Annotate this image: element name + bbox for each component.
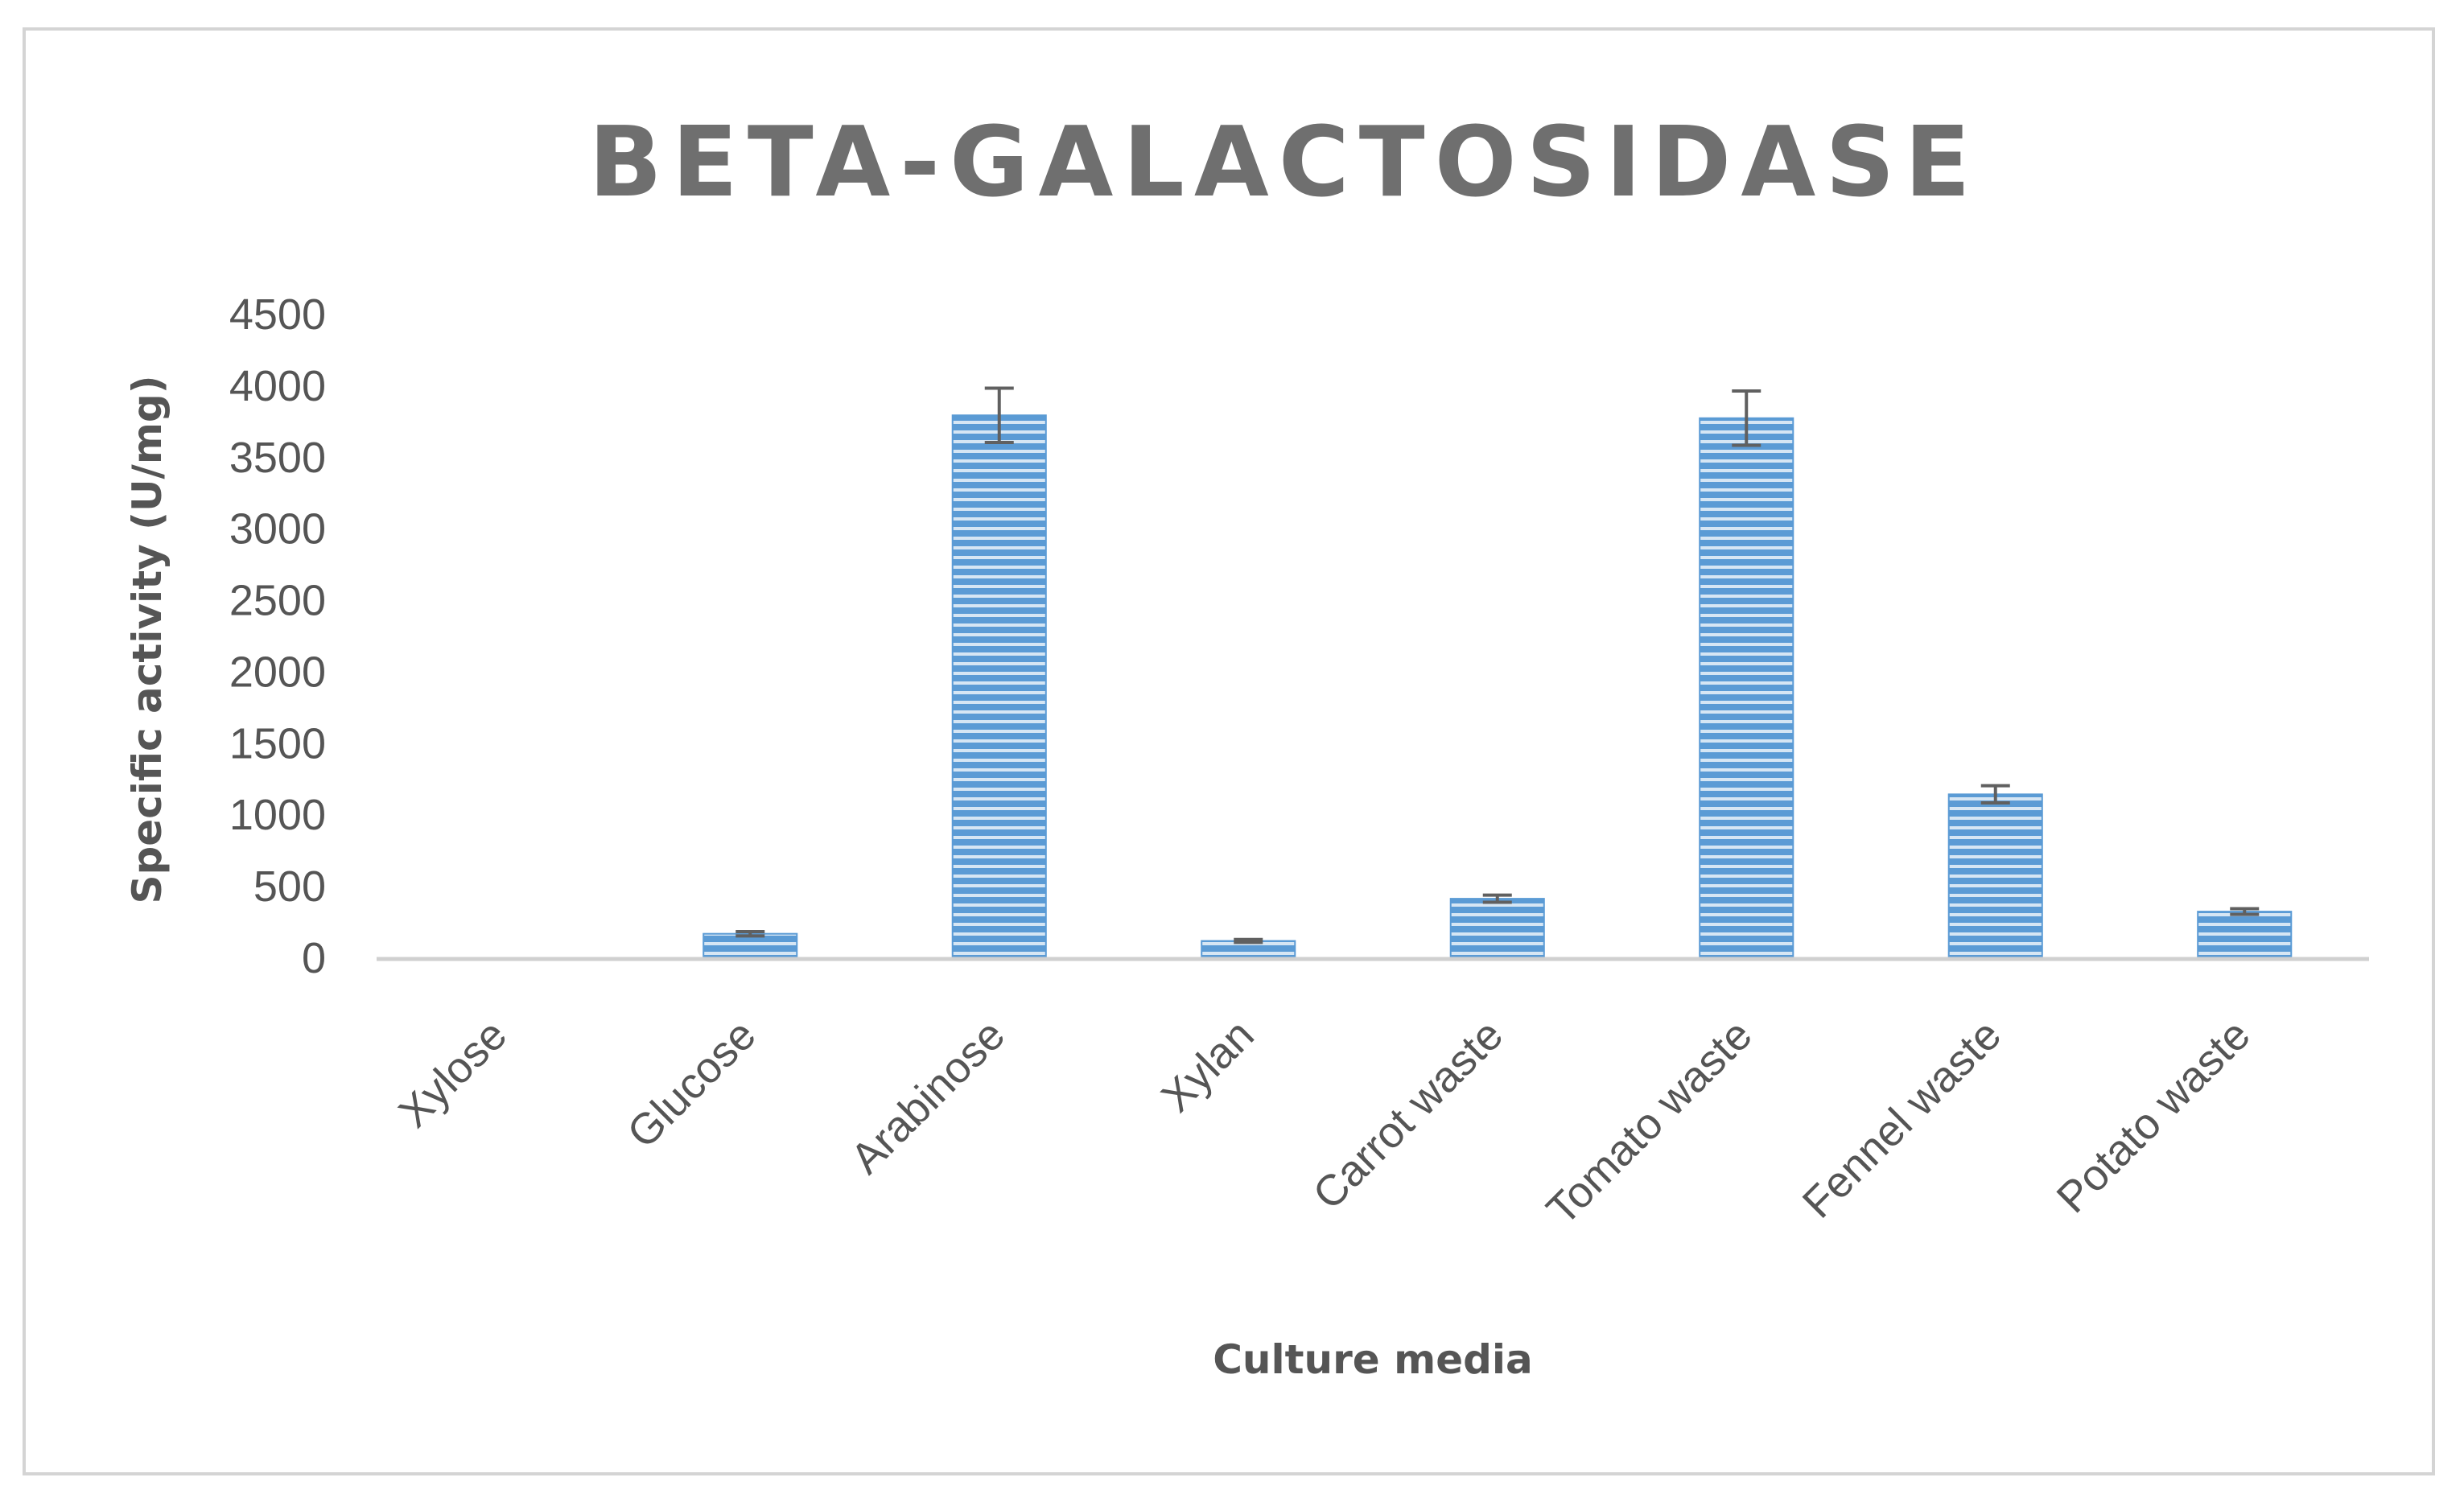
y-tick-label: 3000 — [229, 505, 326, 554]
y-tick-labels: 0 500 1000 1500 2000 2500 3000 3500 4000 4500 — [229, 290, 326, 982]
y-tick-label: 3500 — [229, 434, 326, 482]
x-tick-label: Glucose — [618, 1010, 765, 1158]
y-tick-label: 2500 — [229, 577, 326, 625]
x-tick-label: Potato waste — [2048, 1010, 2260, 1222]
x-tick-label: Tomato waste — [1538, 1010, 1761, 1234]
error-bar — [2230, 907, 2260, 916]
y-tick-label: 2000 — [229, 648, 326, 696]
error-bar — [984, 386, 1014, 444]
error-bar — [1732, 389, 1761, 447]
bar — [1449, 898, 1545, 958]
y-axis-title: Specific activity (U/mg) — [124, 375, 171, 903]
y-tick-label: 1000 — [229, 791, 326, 839]
y-tick-label: 500 — [253, 862, 326, 911]
x-axis-title: Culture media — [1213, 1336, 1533, 1383]
x-tick-label: Arabinose — [842, 1010, 1014, 1183]
y-tick-label: 1500 — [229, 719, 326, 768]
error-bars — [735, 386, 2260, 944]
x-tick-label: Carrot waste — [1304, 1010, 1512, 1219]
x-tick-labels: Xylose Glucose Arabinose Xylan Carrot waste T… — [389, 1010, 2260, 1234]
bar — [1947, 793, 2043, 958]
y-tick-label: 4000 — [229, 362, 326, 410]
bar — [1699, 417, 1794, 958]
chart-frame — [23, 27, 2435, 1475]
x-tick-label: Fennel waste — [1794, 1010, 2011, 1228]
error-bar — [735, 930, 765, 938]
error-bar — [1482, 893, 1512, 904]
x-tick-label: Xylose — [389, 1010, 516, 1137]
y-tick-label: 0 — [302, 934, 326, 982]
y-tick-label: 4500 — [229, 290, 326, 339]
bar — [951, 414, 1047, 958]
chart-title: BETA-GALACTOSIDASE — [588, 107, 1980, 219]
error-bar — [1234, 937, 1263, 944]
bars — [703, 414, 2293, 958]
x-tick-label: Xylan — [1152, 1010, 1263, 1121]
bar — [2197, 911, 2293, 958]
error-bar — [1980, 784, 2010, 805]
